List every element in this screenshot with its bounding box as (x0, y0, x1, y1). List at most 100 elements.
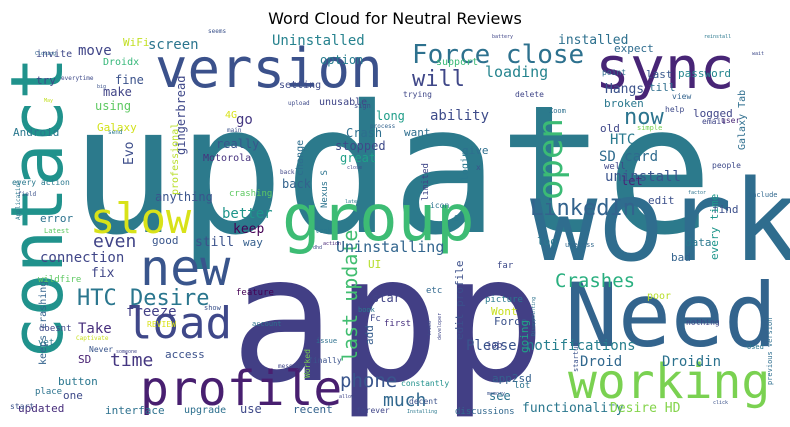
word-long: long (376, 109, 405, 123)
word-s: S (454, 214, 459, 223)
word-keeps-crashing: keeps crashing (38, 281, 49, 365)
word-tried: tried (427, 321, 433, 336)
word-first: first (384, 319, 411, 329)
word-everytime: everytime (61, 75, 94, 82)
word-really: really (216, 137, 259, 151)
word-last-update: last update (338, 230, 362, 362)
word-nothing: nothing (686, 318, 720, 327)
word-icon: icon (430, 201, 449, 210)
word-application: Application (15, 180, 22, 220)
word-screen: screen (148, 37, 199, 53)
word-need: Need (565, 264, 777, 367)
word-simple: simple (637, 124, 662, 132)
word-every-action: every action (12, 178, 70, 187)
word-allow: allow (339, 394, 355, 400)
word-sd: SD (78, 353, 91, 366)
word-android: Android (13, 126, 59, 139)
word-start: start (10, 402, 34, 411)
word-ability: ability (430, 108, 489, 124)
word-forever: forever (356, 406, 390, 415)
word-crash: Crash (346, 126, 382, 140)
word-evo: Evo (122, 142, 137, 165)
word-message: message (278, 363, 304, 370)
word-htc: HTC (610, 132, 635, 148)
word-never: Never (89, 345, 113, 354)
word-book: book (358, 306, 376, 314)
word-till: till (649, 81, 676, 94)
word-uninstall: uninstall (605, 169, 681, 185)
word-delete: delete (515, 90, 544, 99)
word-give: give (462, 144, 489, 157)
word-well: well (604, 162, 626, 172)
word-closing: Closing (35, 51, 56, 57)
word-people: people (712, 161, 741, 170)
word-startup: startup (572, 342, 580, 372)
word-freeze: freeze (126, 304, 177, 320)
word-help: help (665, 105, 684, 114)
word-logged: logged (693, 107, 733, 120)
word-field: field (18, 191, 36, 198)
word-professional: professional (170, 123, 181, 195)
word-sync: sync (595, 34, 735, 102)
word-decent: decent (409, 397, 438, 406)
word-feature: feature (236, 288, 274, 298)
word-option: option (320, 53, 363, 67)
word-force-close: Force close (412, 40, 584, 70)
word-uninstalling: Uninstalling (336, 238, 444, 256)
word-developer: developer (437, 313, 443, 340)
word-profile: profile (140, 361, 342, 417)
word-good: good (152, 234, 179, 247)
word-every-time: every time (708, 194, 721, 260)
word-gingerbread: gingerbread (174, 76, 188, 155)
word-better: better (222, 206, 273, 222)
word-4g: 4G (225, 110, 237, 121)
word-anything: anything (155, 190, 213, 204)
word-finally: finally (308, 356, 342, 365)
chart-title: Word Cloud for Neutral Reviews (268, 9, 522, 28)
word-limited: limited (421, 163, 431, 201)
word-great: great (340, 151, 376, 165)
word-move: move (78, 43, 112, 59)
word-functionality: functionality (522, 401, 624, 416)
word-unusable: unusable (319, 97, 367, 108)
word-view: view (672, 92, 691, 101)
word-password: password (678, 67, 731, 80)
word-ui: UI (368, 258, 381, 271)
word-time: time (110, 350, 153, 371)
word-issue: issue (316, 337, 337, 345)
word-wifi: WiFi (123, 36, 150, 49)
word-main: main (227, 127, 242, 134)
word-place: place (35, 387, 62, 397)
word-update: update (70, 67, 713, 274)
word-sd-card: SD card (599, 149, 658, 165)
word-disappointing: Disappointing (531, 297, 537, 336)
word-poor: poor (647, 291, 671, 302)
word-htc-desire: HTC Desire (77, 286, 209, 311)
word-big: big (97, 84, 106, 90)
word-new: new (140, 239, 231, 297)
word-bad: bad (671, 251, 691, 264)
word-app: app (230, 219, 546, 422)
word-desire-hd: Desire HD (610, 401, 681, 416)
word-nexus-s: Nexus S (320, 170, 330, 208)
word-go: go (236, 112, 253, 128)
word-seems: seems (208, 28, 226, 35)
word-force: Force (494, 315, 527, 328)
word-want: want (404, 126, 431, 139)
word-notifications: notifications (526, 338, 636, 354)
word-battery: battery (492, 34, 513, 40)
word-take: Take (78, 321, 112, 337)
word-job: job (486, 341, 502, 351)
word-login: login (460, 151, 471, 181)
word-linkedin: LinkedIn (530, 196, 636, 221)
word-x: x (476, 163, 481, 172)
word-updated: updated (18, 402, 64, 415)
word-change: change (295, 140, 306, 176)
word-keep: keep (233, 222, 264, 237)
word-review: REVIEW (147, 320, 176, 329)
word-used: Used (747, 343, 764, 351)
